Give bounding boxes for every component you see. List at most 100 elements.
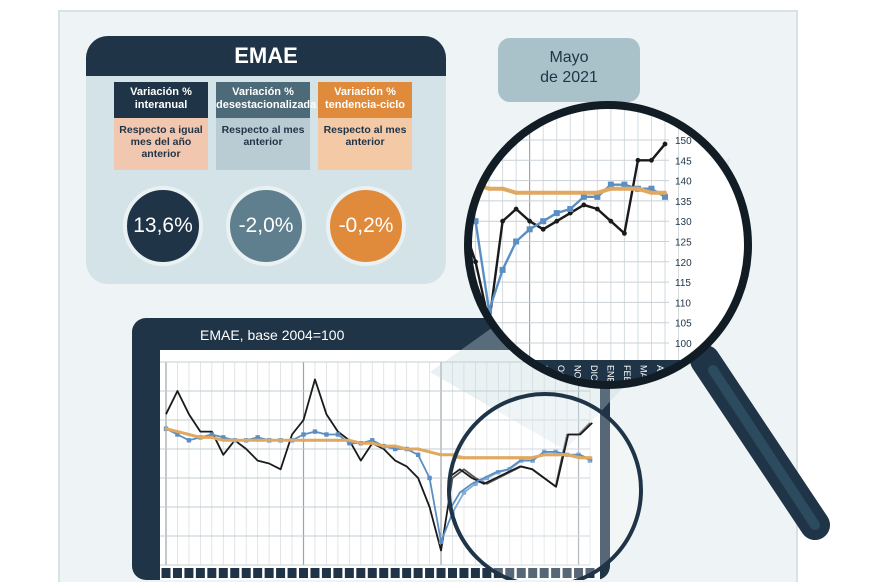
zoom-point-tendencia [500, 186, 505, 191]
point-desestacionalizada [427, 475, 432, 481]
x-tick-cell [172, 568, 182, 578]
x-tick-cell [402, 568, 412, 578]
card-interanual-desc: Respecto a igual mes del año anterior [114, 118, 208, 170]
zoom-point-original [649, 157, 654, 163]
point-tendencia [324, 438, 329, 442]
point-desestacionalizada [312, 429, 318, 434]
x-tick-cell [470, 568, 480, 578]
point-tendencia [187, 432, 191, 437]
card-tendencia-desc: Respecto al mes anterior [318, 118, 412, 170]
zoom-y-tick-label: 100 [675, 339, 692, 350]
x-tick-cell [310, 568, 320, 578]
y-tick-label: 100 [140, 561, 156, 572]
card-desestacionalizada-desc: Respecto al mes anterior [216, 118, 310, 170]
x-tick-cell [390, 568, 400, 578]
point-desestacionalizada [415, 452, 421, 457]
x-tick-cell [447, 568, 457, 578]
point-tendencia [301, 438, 306, 442]
zoom-point-desestacionalizada [472, 218, 479, 225]
x-tick-cell [276, 568, 286, 578]
point-tendencia [175, 430, 180, 434]
point-tendencia [244, 438, 248, 442]
point-tendencia [256, 438, 260, 442]
point-tendencia [370, 441, 374, 445]
point-desestacionalizada [507, 467, 512, 472]
zoom-point-tendencia [541, 190, 546, 195]
magnifier-rim [464, 101, 752, 389]
zoom-point-tendencia [568, 190, 573, 195]
date-tag: Mayo de 2021 [498, 38, 640, 102]
point-desestacionalizada [438, 539, 444, 544]
x-tick-cell [333, 568, 343, 578]
point-desestacionalizada [335, 432, 341, 437]
zoom-point-desestacionalizada [621, 181, 628, 188]
point-desestacionalizada [392, 446, 398, 452]
series-line-desestacionalizada-focus [449, 427, 593, 543]
zoom-point-desestacionalizada [567, 206, 574, 213]
series-line-original-focus [449, 394, 593, 552]
x-tick-cell [425, 568, 435, 578]
x-tick-cell [299, 568, 309, 578]
point-tendencia [427, 450, 432, 454]
zoom-month-label: ENE [606, 365, 616, 384]
value-tendencia: -0,2% [326, 186, 406, 266]
zoom-point-original [581, 202, 587, 208]
point-tendencia [198, 435, 202, 439]
zoom-y-tick-label: 105 [675, 319, 692, 330]
zoom-point-original [635, 157, 641, 163]
card-tendencia-header: Variación % tendencia-ciclo [318, 82, 412, 118]
chart-title: EMAE, base 2004=100 [200, 327, 345, 343]
zoom-y-tick-label: 125 [675, 238, 692, 249]
zoom-point-original [473, 259, 478, 265]
zoom-point-original [527, 218, 533, 224]
zoom-point-desestacionalizada [553, 210, 560, 217]
point-desestacionalizada [473, 481, 478, 486]
y-tick-label: 150 [140, 416, 156, 427]
zoom-y-tick-label: 140 [675, 177, 692, 188]
point-desestacionalizada [186, 438, 192, 443]
point-tendencia [278, 438, 283, 442]
x-tick-cell [367, 568, 377, 578]
x-tick-cell [253, 568, 263, 578]
point-tendencia [290, 438, 294, 442]
point-desestacionalizada [370, 438, 375, 443]
x-tick-cell [551, 568, 561, 578]
y-tick-label: 120 [140, 503, 156, 514]
zoom-point-original [608, 218, 614, 224]
point-desestacionalizada [587, 458, 593, 463]
x-tick-cell [207, 568, 217, 578]
point-desestacionalizada [484, 475, 490, 481]
zoom-y-tick-label: 145 [675, 156, 692, 167]
x-tick-cell [413, 568, 423, 578]
card-interanual-header: Variación % interanual [114, 82, 208, 118]
x-tick-cell [287, 568, 297, 578]
zoom-point-tendencia [460, 179, 464, 183]
zoom-point-desestacionalizada [513, 238, 520, 245]
x-tick-cell [539, 568, 549, 578]
zoom-point-tendencia [514, 190, 519, 195]
zoom-point-tendencia [487, 186, 492, 191]
zoom-y-tick-label: 135 [675, 197, 692, 208]
x-tick-cell [516, 568, 526, 578]
x-tick-cell [321, 568, 331, 578]
point-tendencia [393, 444, 397, 448]
focus-circle [447, 392, 643, 580]
zoom-point-tendencia [608, 186, 613, 191]
zoom-point-desestacionalizada [540, 218, 547, 225]
x-tick-cell [344, 568, 354, 578]
y-tick-label: 170 [140, 358, 156, 369]
x-tick-cell [161, 568, 171, 578]
zoom-point-tendencia [527, 190, 532, 195]
magnifier-handle-highlight [708, 365, 820, 530]
point-tendencia [439, 453, 443, 457]
point-desestacionalizada [221, 435, 226, 440]
x-tick-cell [574, 568, 584, 578]
point-tendencia [336, 438, 340, 442]
zoom-point-desestacionalizada [580, 193, 587, 200]
y-tick-label: 140 [140, 445, 156, 456]
point-tendencia [233, 438, 237, 442]
y-axis: 100 110 120 130 140 150 160 170 [140, 358, 156, 572]
x-tick-cell [184, 568, 194, 578]
focus-circle-fill [449, 394, 641, 580]
